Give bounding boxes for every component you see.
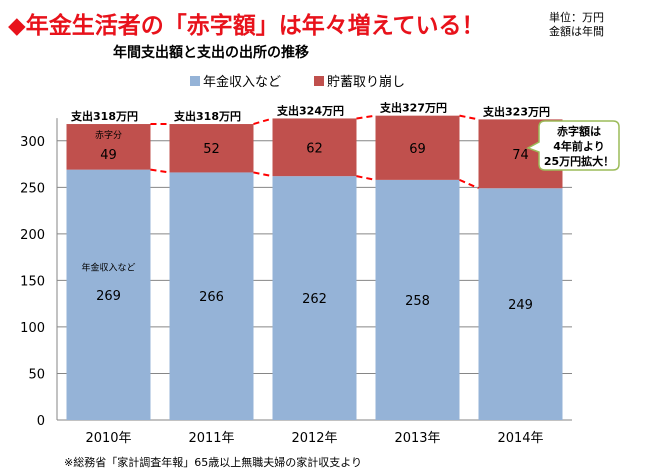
data-label-income: 262 — [302, 292, 327, 307]
x-tick-label: 2012年 — [291, 431, 337, 446]
data-label-savings: 49 — [100, 148, 117, 163]
bar-income — [272, 176, 357, 420]
bar-savings — [169, 124, 254, 173]
callout-line: 25万円拡大！ — [544, 154, 614, 168]
trend-line-top — [356, 114, 376, 120]
total-label: 支出327万円 — [379, 101, 447, 115]
data-label-savings: 62 — [306, 141, 323, 156]
income-annotation: 年金収入など — [81, 262, 135, 274]
callout-line: 赤字額は — [557, 124, 601, 138]
total-label: 支出323万円 — [482, 104, 550, 118]
y-tick-label: 200 — [20, 228, 45, 243]
callout-box — [526, 120, 620, 171]
total-label: 支出318万円 — [173, 109, 241, 123]
legend-swatch-savings — [314, 76, 324, 86]
data-label-savings: 69 — [409, 142, 426, 157]
trend-line-top — [253, 117, 273, 125]
bars — [66, 115, 563, 420]
total-label: 支出318万円 — [70, 109, 138, 123]
trend-line-bottom — [459, 178, 479, 190]
x-tick-label: 2014年 — [497, 431, 543, 446]
y-tick-label: 250 — [20, 181, 45, 196]
chart-title: 年間支出額と支出の出所の推移 — [113, 44, 309, 61]
data-label-income: 249 — [508, 298, 533, 313]
y-tick-label: 300 — [20, 135, 45, 150]
data-labels: 269 49 支出318万円 266 52 支出318万円 262 62 支出324万円 258 6… — [70, 101, 550, 313]
bar-income — [478, 188, 563, 420]
y-tick-label: 150 — [20, 274, 45, 289]
y-tick-label: 0 — [37, 414, 45, 429]
deficit-label: 赤字分 — [95, 129, 122, 141]
bar-income — [375, 179, 460, 420]
bar-income — [66, 169, 151, 420]
total-label: 支出324万円 — [276, 103, 344, 117]
bar-income — [169, 172, 254, 420]
x-tick-label: 2010年 — [85, 431, 131, 446]
y-tick-label: 50 — [28, 367, 45, 382]
legend: 年金収入など 貯蓄取り崩し — [190, 74, 405, 90]
trend-line-top — [459, 114, 479, 121]
trend-lines — [150, 114, 479, 190]
legend-label-savings: 貯蓄取り崩し — [327, 75, 405, 90]
data-label-savings: 52 — [203, 142, 220, 157]
data-label-savings: 74 — [512, 148, 529, 163]
source-note: ※総務省「家計調査年報」65歳以上無職夫婦の家計収支より — [64, 456, 362, 469]
bar-savings — [66, 124, 151, 170]
unit-note: 単位：万円 金額は年間 — [549, 11, 604, 39]
data-label-income: 266 — [199, 290, 224, 305]
callout: 赤字額は 4年前より 25万円拡大！ — [526, 120, 620, 171]
legend-swatch-income — [190, 76, 200, 86]
data-label-income: 269 — [96, 289, 121, 304]
bar-savings — [375, 115, 460, 180]
bar-savings — [272, 118, 357, 177]
data-label-income: 258 — [405, 294, 430, 309]
unit-note-line: 金額は年間 — [549, 25, 604, 38]
legend-label-income: 年金収入など — [203, 74, 281, 90]
trend-line-bottom — [253, 171, 273, 178]
trend-line-bottom — [356, 175, 376, 181]
unit-note-line: 単位：万円 — [549, 11, 604, 24]
y-tick-label: 100 — [20, 321, 45, 336]
callout-line: 4年前より — [553, 139, 604, 153]
trend-line-bottom — [150, 168, 170, 174]
x-tick-label: 2011年 — [188, 431, 234, 446]
x-axis: 2010年 2011年 2012年 2013年 2014年 — [85, 431, 543, 446]
x-tick-label: 2013年 — [394, 431, 440, 446]
headline: ◆年金生活者の「赤字額」は年々増えている！ — [8, 13, 485, 39]
